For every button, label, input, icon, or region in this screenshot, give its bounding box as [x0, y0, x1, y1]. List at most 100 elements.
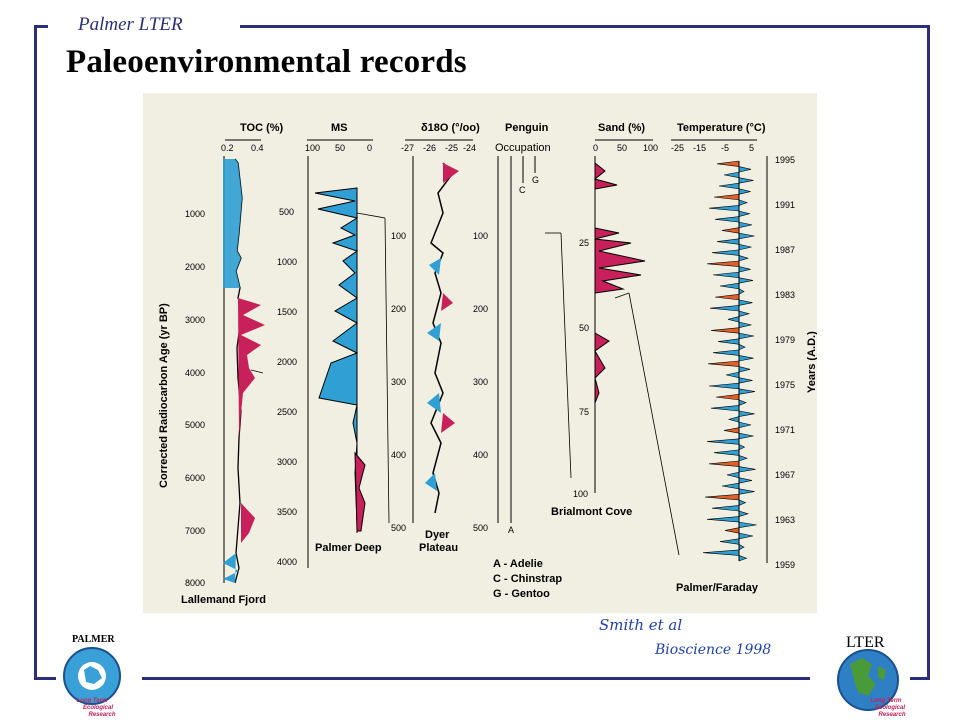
toc-y-label: Corrected Radiocarbon Age (yr BP) [158, 303, 170, 488]
svg-text:200: 200 [473, 304, 488, 314]
temperature-spikes [702, 160, 757, 562]
svg-text:G - Gentoo: G - Gentoo [493, 588, 550, 600]
paleo-figure: TOC (%) 0.2 0.4 1000 2000 3000 4000 5000… [143, 93, 817, 613]
temperature-spike [738, 432, 754, 440]
svg-text:Occupation: Occupation [495, 142, 551, 154]
svg-text:4000: 4000 [277, 557, 297, 567]
ms-header: MS [331, 122, 348, 134]
svg-text:2000: 2000 [277, 357, 297, 367]
temperature-spike [721, 482, 740, 490]
page-title: Paleoenvironmental records [66, 44, 467, 80]
svg-text:1979: 1979 [775, 335, 795, 345]
svg-text:5: 5 [749, 143, 754, 153]
temperature-spike [706, 438, 740, 445]
temperature-spike [738, 232, 755, 240]
svg-text:-27: -27 [401, 143, 414, 153]
svg-text:1500: 1500 [277, 307, 297, 317]
temperature-spike [738, 544, 745, 551]
svg-text:C - Chinstrap: C - Chinstrap [493, 573, 562, 585]
d18o-yticks: 100 200 300 400 500 [391, 231, 406, 533]
palmer-logo: Long Term Ecological Research [63, 647, 121, 718]
toc-header: TOC (%) [240, 122, 284, 134]
svg-text:100: 100 [573, 489, 588, 499]
svg-text:75: 75 [579, 407, 589, 417]
svg-text:500: 500 [279, 207, 294, 217]
temp-site: Palmer/Faraday [676, 582, 759, 594]
svg-text:-15: -15 [693, 143, 706, 153]
temperature-spike [738, 355, 754, 362]
svg-text:1963: 1963 [775, 515, 795, 525]
temperature-spike [738, 321, 752, 328]
svg-text:1959: 1959 [775, 560, 795, 570]
svg-text:0: 0 [367, 143, 372, 153]
temperature-spike [717, 338, 740, 345]
svg-text:100: 100 [305, 143, 320, 153]
svg-text:1967: 1967 [775, 470, 795, 480]
svg-text:1991: 1991 [775, 200, 795, 210]
temperature-spike [719, 538, 740, 545]
temperature-spike [738, 366, 751, 373]
svg-text:0: 0 [593, 143, 598, 153]
year-axis-label: Years (A.D.) [806, 331, 817, 393]
temperature-spike [723, 171, 740, 178]
temperature-spike [727, 416, 740, 423]
svg-text:50: 50 [335, 143, 345, 153]
svg-text:7000: 7000 [185, 526, 205, 536]
temperature-spike [738, 399, 747, 406]
svg-text:-25: -25 [445, 143, 458, 153]
temperature-spike [738, 388, 756, 395]
temperature-spike [710, 405, 740, 412]
temperature-spike [716, 160, 740, 167]
temperature-spike [702, 549, 740, 556]
temperature-spike [738, 199, 748, 206]
svg-text:300: 300 [473, 377, 488, 387]
temperature-spike [738, 210, 751, 217]
ms-panel: MS 100 50 0 500 1000 1500 2000 2500 3000… [277, 122, 390, 568]
svg-text:2500: 2500 [277, 407, 297, 417]
temperature-spike [708, 205, 740, 212]
svg-text:400: 400 [391, 450, 406, 460]
svg-text:A - Adelie: A - Adelie [493, 558, 543, 570]
svg-text:1987: 1987 [775, 245, 795, 255]
svg-text:5000: 5000 [185, 420, 205, 430]
svg-text:500: 500 [473, 523, 488, 533]
temperature-spike [711, 505, 740, 512]
svg-text:1975: 1975 [775, 380, 795, 390]
svg-text:-25: -25 [671, 143, 684, 153]
svg-text:3000: 3000 [277, 457, 297, 467]
sand-panel: Sand (%) 0 50 100 25 50 75 100 Brialmont… [551, 122, 680, 556]
svg-text:8000: 8000 [185, 578, 205, 588]
temperature-spike [726, 471, 740, 478]
frame-top-right [240, 25, 930, 28]
temperature-spike [724, 527, 740, 534]
temperature-spike [738, 221, 753, 228]
svg-text:Research: Research [878, 712, 905, 718]
temperature-spike [738, 477, 753, 484]
svg-text:1000: 1000 [185, 209, 205, 219]
temperature-spike [713, 194, 740, 201]
temperature-spike [714, 294, 740, 301]
svg-text:Bioscience 1998: Bioscience 1998 [654, 642, 771, 658]
svg-text:-5: -5 [721, 143, 729, 153]
frame-bottom-left [34, 677, 56, 680]
temperature-spike [738, 255, 750, 262]
temperature-spike [738, 532, 754, 540]
d18o-site-2: Plateau [419, 542, 458, 554]
temperature-spike [738, 266, 751, 273]
temperature-spike [738, 510, 750, 517]
svg-text:6000: 6000 [185, 473, 205, 483]
temperature-spike [738, 421, 752, 428]
svg-text:2000: 2000 [185, 262, 205, 272]
toc-tick: 0.2 [221, 143, 234, 153]
temperature-spike [738, 344, 746, 351]
temperature-spike [706, 516, 740, 523]
temperature-spike [725, 371, 740, 378]
temperature-spike [712, 349, 740, 356]
temperature-spike [738, 521, 757, 528]
penguin-panel: Penguin Occupation A C G 100 200 300 400… [473, 122, 572, 600]
temperature-spike [738, 499, 747, 506]
frame-top-left [34, 25, 48, 28]
ms-site: Palmer Deep [315, 542, 382, 554]
ms-yticks: 500 1000 1500 2000 2500 3000 3500 4000 [277, 207, 297, 567]
svg-text:50: 50 [579, 323, 589, 333]
